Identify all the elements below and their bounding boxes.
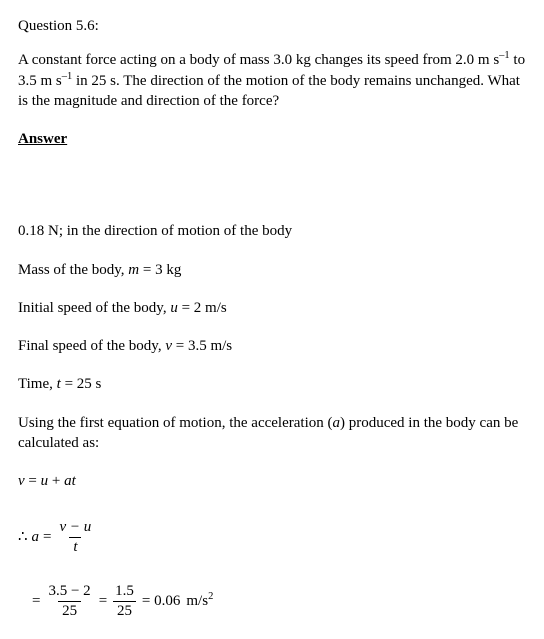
question-text: A constant force acting on a body of mas… — [18, 50, 526, 111]
given-t: Time, t = 25 s — [18, 374, 526, 394]
derivation-text: Using the first equation of motion, the … — [18, 413, 526, 454]
result-line: 0.18 N; in the direction of motion of th… — [18, 221, 526, 241]
qt-e1: –1 — [499, 50, 510, 61]
eq3-eq1: = — [32, 591, 40, 611]
dt-a: a — [333, 415, 341, 431]
t-val: = 25 s — [61, 376, 102, 392]
eq3-frac1: 3.5 − 2 25 — [44, 583, 94, 619]
eq3-num2: 1.5 — [111, 583, 138, 601]
eq1-plus: + — [48, 473, 64, 489]
equation-2: ∴ a = v − u t — [18, 519, 526, 555]
eq2-frac: v − u t — [56, 519, 96, 555]
eq3-eq2: = — [99, 591, 107, 611]
eq1-t: t — [72, 473, 76, 489]
dt-p1: Using the first equation of motion, the … — [18, 415, 333, 431]
eq1-eq: = — [25, 473, 41, 489]
qt-p3: in 25 s. The direction of the motion of … — [18, 73, 520, 109]
given-u: Initial speed of the body, u = 2 m/s — [18, 298, 526, 318]
eq3-unit-exp: 2 — [208, 591, 213, 602]
equation-3: = 3.5 − 2 25 = 1.5 25 = 0.06 m/s2 — [18, 583, 526, 619]
v-sym: v — [165, 338, 172, 354]
eq1-v: v — [18, 473, 25, 489]
eq2-num: v − u — [56, 519, 96, 537]
eq3-num1: 3.5 − 2 — [44, 583, 94, 601]
eq3-den2: 25 — [113, 601, 136, 620]
t-label: Time, — [18, 376, 57, 392]
qt-e2: –1 — [62, 71, 73, 82]
eq3-eq3: = 0.06 — [142, 591, 180, 611]
eq2-a: a — [32, 527, 40, 547]
qt-p1: A constant force acting on a body of mas… — [18, 52, 499, 68]
u-label: Initial speed of the body, — [18, 300, 170, 316]
answer-heading: Answer — [18, 129, 526, 149]
mass-label: Mass of the body, — [18, 262, 128, 278]
eq3-unit: m/s — [186, 593, 208, 609]
given-mass: Mass of the body, m = 3 kg — [18, 260, 526, 280]
eq2-therefore: ∴ — [18, 527, 28, 547]
u-sym: u — [170, 300, 178, 316]
given-v: Final speed of the body, v = 3.5 m/s — [18, 336, 526, 356]
eq3-frac2: 1.5 25 — [111, 583, 138, 619]
eq1-a: a — [64, 473, 72, 489]
mass-sym: m — [128, 262, 139, 278]
u-val: = 2 m/s — [178, 300, 227, 316]
question-label: Question 5.6: — [18, 16, 526, 36]
v-label: Final speed of the body, — [18, 338, 165, 354]
eq2-den: t — [69, 537, 81, 556]
equation-1: v = u + at — [18, 471, 526, 491]
eq2-eq: = — [43, 527, 51, 547]
v-val: = 3.5 m/s — [172, 338, 232, 354]
eq3-den1: 25 — [58, 601, 81, 620]
mass-val: = 3 kg — [139, 262, 181, 278]
